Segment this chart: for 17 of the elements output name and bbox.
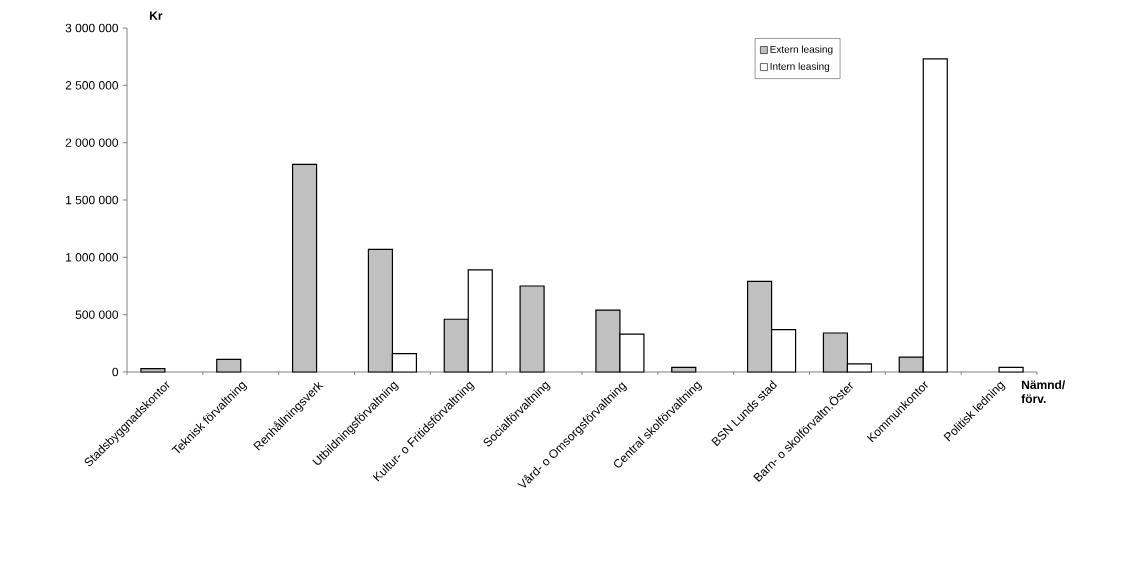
bar — [998, 366, 1024, 373]
y-tick-label: 500 000 — [75, 310, 119, 319]
legend-label: Extern leasing — [770, 45, 833, 55]
bar — [140, 367, 166, 373]
bar — [216, 358, 242, 373]
bar — [519, 285, 545, 373]
legend-label: Intern leasing — [770, 62, 830, 72]
y-tick-label: 2 000 000 — [65, 138, 119, 147]
x-axis-title: Nämnd/ förv. — [1021, 380, 1066, 403]
y-tick-label: 2 500 000 — [65, 81, 119, 90]
y-axis-title: Kr — [150, 11, 163, 20]
y-tick-label: 0 — [112, 367, 119, 377]
bar — [671, 366, 697, 373]
y-tick-label: 3 000 000 — [65, 23, 119, 33]
bar — [291, 163, 318, 373]
y-tick-label: 1 500 000 — [66, 195, 119, 205]
y-tick-label: 1 000 000 — [66, 253, 119, 262]
